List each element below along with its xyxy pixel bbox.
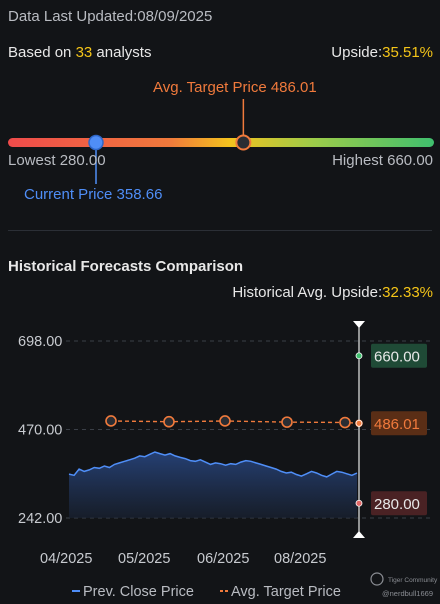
- target-range-markers: [95, 99, 245, 184]
- high-target-badge: [371, 343, 427, 368]
- upside-summary: Upside:35.51%: [331, 44, 433, 61]
- x-tick-label: 05/2025: [118, 551, 170, 567]
- avg-target-dot: [355, 419, 363, 427]
- prev-close-line: [68, 451, 358, 478]
- avg-target-badge: [371, 411, 427, 436]
- x-tick-label: 08/2025: [274, 551, 326, 567]
- last-updated: Data Last Updated:08/09/2025: [8, 8, 213, 25]
- watermark-user: @nerdbull1669: [382, 589, 433, 598]
- avg-target-point[interactable]: [163, 415, 175, 428]
- historical-upside-value: 32.33%: [382, 284, 433, 301]
- y-tick-label: 698.00: [18, 334, 62, 350]
- historical-title: Historical Forecasts Comparison: [8, 258, 244, 275]
- high-target-label: 660.00: [374, 348, 420, 365]
- y-tick-label: 242.00: [18, 511, 62, 527]
- historical-upside: Historical Avg. Upside:32.33%: [232, 284, 433, 301]
- section-divider: [8, 230, 432, 231]
- prev-close-area: [69, 452, 357, 518]
- y-tick-label: 470.00: [18, 423, 62, 439]
- analyst-summary: Based on 33 analysts: [8, 44, 151, 61]
- avg-target-label: 486.01: [374, 416, 420, 433]
- target-range-dots: [88, 134, 252, 151]
- avg-target-label: Avg. Target Price 486.01: [153, 79, 317, 96]
- upside-label: Upside:: [331, 44, 383, 61]
- based-on-suffix: analysts: [92, 44, 152, 61]
- target-range-bar: [8, 138, 434, 147]
- avg-target-line: [110, 420, 360, 424]
- legend-avg-target[interactable]: Avg. Target Price: [231, 584, 341, 600]
- current-price-marker: [88, 134, 104, 151]
- based-on-prefix: Based on: [8, 44, 76, 61]
- legend-prev-close[interactable]: Prev. Close Price: [83, 584, 194, 600]
- lowest-label: Lowest 280.00: [8, 152, 106, 169]
- avg-target-marker: [235, 134, 252, 151]
- low-target-dot: [355, 499, 363, 507]
- historical-chart: 698.00 470.00 242.00 660.00 486.01 280.00 04…: [18, 321, 438, 600]
- low-target-badge: [371, 491, 427, 516]
- upside-value: 35.51%: [382, 44, 433, 61]
- crosshair-top-handle[interactable]: [353, 321, 365, 328]
- highest-label: Highest 660.00: [332, 152, 433, 169]
- x-tick-label: 04/2025: [40, 551, 92, 567]
- tiger-logo-icon: [370, 572, 384, 586]
- crosshair-bottom-handle[interactable]: [353, 531, 365, 538]
- high-target-dot: [355, 352, 363, 360]
- avg-target-point[interactable]: [339, 416, 351, 429]
- avg-target-point[interactable]: [219, 415, 231, 427]
- analyst-count: 33: [75, 44, 93, 61]
- x-tick-label: 06/2025: [197, 551, 249, 567]
- watermark-brand: Tiger Community: [388, 577, 438, 584]
- avg-target-point[interactable]: [281, 416, 293, 428]
- low-target-label: 280.00: [374, 496, 420, 513]
- historical-upside-label: Historical Avg. Upside:: [232, 284, 383, 301]
- avg-target-point[interactable]: [105, 415, 117, 427]
- current-price-label: Current Price 358.66: [24, 186, 163, 203]
